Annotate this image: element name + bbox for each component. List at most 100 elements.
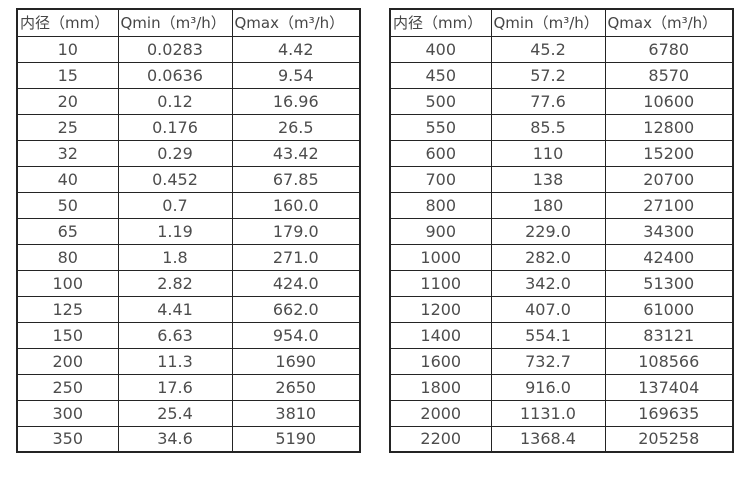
table-cell: 1368.4 <box>490 425 606 453</box>
table-cell: 1100 <box>389 269 492 297</box>
table-cell: 0.12 <box>117 87 233 115</box>
table-cell: 5190 <box>231 425 361 453</box>
table-cell: 26.5 <box>231 113 361 141</box>
table-cell: 50 <box>16 191 119 219</box>
table-row: 15 0.0636 9.54 <box>16 61 361 89</box>
table-cell: 10 <box>16 35 119 63</box>
table-cell: 25 <box>16 113 119 141</box>
table-cell: 229.0 <box>490 217 606 245</box>
table-cell: 400 <box>389 35 492 63</box>
table-cell: 45.2 <box>490 35 606 63</box>
table-cell: 137404 <box>604 373 734 401</box>
table-cell: 6780 <box>604 35 734 63</box>
table-header-row: 内径（mm） Qmin（m³/h） Qmax（m³/h） <box>389 8 734 37</box>
table-row: 450 57.2 8570 <box>389 61 734 89</box>
table-cell: 900 <box>389 217 492 245</box>
table-cell: 300 <box>16 399 119 427</box>
table-cell: 1690 <box>231 347 361 375</box>
table-cell: 51300 <box>604 269 734 297</box>
table-row: 25 0.176 26.5 <box>16 113 361 141</box>
table-cell: 1200 <box>389 295 492 323</box>
table-cell: 424.0 <box>231 269 361 297</box>
table-cell: 77.6 <box>490 87 606 115</box>
table-cell: 500 <box>389 87 492 115</box>
table-row: 32 0.29 43.42 <box>16 139 361 167</box>
table-cell: 150 <box>16 321 119 349</box>
table-cell: 1800 <box>389 373 492 401</box>
table-row: 65 1.19 179.0 <box>16 217 361 245</box>
table-cell: 0.452 <box>117 165 233 193</box>
table-cell: 0.176 <box>117 113 233 141</box>
table-cell: 4.42 <box>231 35 361 63</box>
table-cell: 0.7 <box>117 191 233 219</box>
table-cell: 271.0 <box>231 243 361 271</box>
table-cell: 108566 <box>604 347 734 375</box>
table-cell: 67.85 <box>231 165 361 193</box>
table-cell: 180 <box>490 191 606 219</box>
column-header-diameter: 内径（mm） <box>389 8 492 37</box>
table-cell: 1.8 <box>117 243 233 271</box>
table-cell: 25.4 <box>117 399 233 427</box>
column-header-qmin: Qmin（m³/h） <box>117 8 233 37</box>
table-cell: 15 <box>16 61 119 89</box>
table-row: 50 0.7 160.0 <box>16 191 361 219</box>
table-cell: 15200 <box>604 139 734 167</box>
table-row: 80 1.8 271.0 <box>16 243 361 271</box>
flow-rate-table-small-diameters: 内径（mm） Qmin（m³/h） Qmax（m³/h） 10 0.0283 4.4… <box>16 8 361 453</box>
table-row: 350 34.6 5190 <box>16 425 361 453</box>
table-cell: 1400 <box>389 321 492 349</box>
table-row: 1100 342.0 51300 <box>389 269 734 297</box>
table-cell: 34.6 <box>117 425 233 453</box>
table-cell: 662.0 <box>231 295 361 323</box>
table-cell: 0.0283 <box>117 35 233 63</box>
table-row: 10 0.0283 4.42 <box>16 35 361 63</box>
table-cell: 34300 <box>604 217 734 245</box>
table-cell: 250 <box>16 373 119 401</box>
flow-rate-table-large-diameters: 内径（mm） Qmin（m³/h） Qmax（m³/h） 400 45.2 6780… <box>389 8 734 453</box>
table-row: 1800 916.0 137404 <box>389 373 734 401</box>
table-cell: 700 <box>389 165 492 193</box>
table-cell: 1131.0 <box>490 399 606 427</box>
table-row: 150 6.63 954.0 <box>16 321 361 349</box>
table-cell: 600 <box>389 139 492 167</box>
table-cell: 10600 <box>604 87 734 115</box>
table-row: 800 180 27100 <box>389 191 734 219</box>
table-cell: 9.54 <box>231 61 361 89</box>
table-cell: 282.0 <box>490 243 606 271</box>
table-row: 600 110 15200 <box>389 139 734 167</box>
table-cell: 61000 <box>604 295 734 323</box>
table-cell: 800 <box>389 191 492 219</box>
table-row: 500 77.6 10600 <box>389 87 734 115</box>
table-cell: 110 <box>490 139 606 167</box>
table-cell: 550 <box>389 113 492 141</box>
table-cell: 407.0 <box>490 295 606 323</box>
column-header-diameter: 内径（mm） <box>16 8 119 37</box>
table-cell: 43.42 <box>231 139 361 167</box>
table-row: 1000 282.0 42400 <box>389 243 734 271</box>
table-cell: 2000 <box>389 399 492 427</box>
table-cell: 85.5 <box>490 113 606 141</box>
table-header-row: 内径（mm） Qmin（m³/h） Qmax（m³/h） <box>16 8 361 37</box>
table-cell: 200 <box>16 347 119 375</box>
table-cell: 12800 <box>604 113 734 141</box>
column-header-qmin: Qmin（m³/h） <box>490 8 606 37</box>
table-cell: 4.41 <box>117 295 233 323</box>
table-row: 200 11.3 1690 <box>16 347 361 375</box>
table-cell: 1600 <box>389 347 492 375</box>
table-row: 40 0.452 67.85 <box>16 165 361 193</box>
table-cell: 27100 <box>604 191 734 219</box>
table-cell: 160.0 <box>231 191 361 219</box>
table-row: 125 4.41 662.0 <box>16 295 361 323</box>
table-cell: 80 <box>16 243 119 271</box>
table-cell: 2.82 <box>117 269 233 297</box>
table-cell: 1.19 <box>117 217 233 245</box>
table-cell: 2650 <box>231 373 361 401</box>
table-cell: 125 <box>16 295 119 323</box>
table-row: 300 25.4 3810 <box>16 399 361 427</box>
table-row: 2200 1368.4 205258 <box>389 425 734 453</box>
table-cell: 0.29 <box>117 139 233 167</box>
table-cell: 342.0 <box>490 269 606 297</box>
table-cell: 169635 <box>604 399 734 427</box>
table-row: 550 85.5 12800 <box>389 113 734 141</box>
